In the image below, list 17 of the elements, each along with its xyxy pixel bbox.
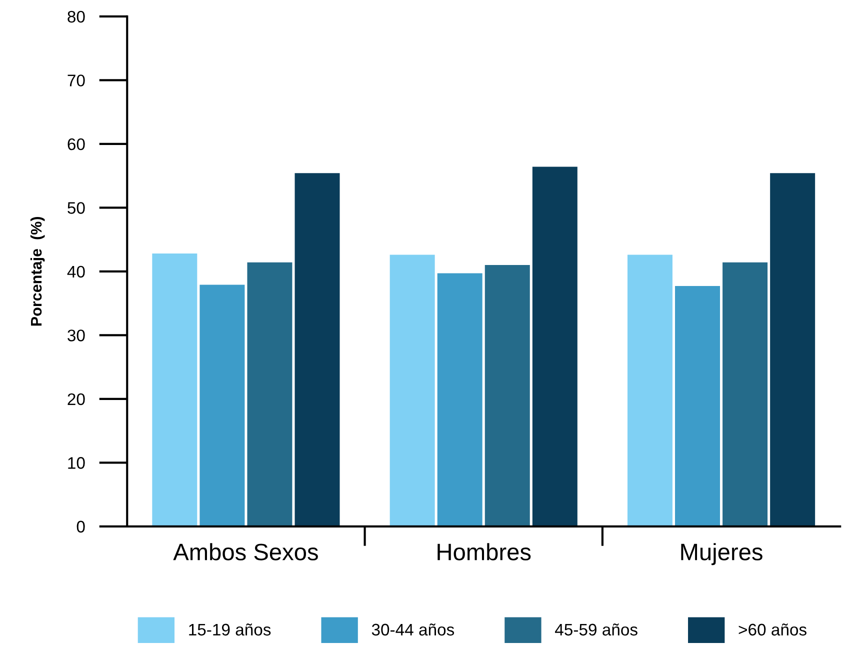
y-tick-label: 0	[76, 520, 85, 533]
y-tick-label: 40	[67, 266, 85, 278]
y-axis-title: Porcentaje (%)	[30, 217, 45, 326]
legend-label: 30-44 años	[372, 623, 454, 636]
legend-label: 45-59 años	[555, 623, 638, 636]
x-tick-label: Hombres	[438, 543, 531, 560]
y-tick-label: 30	[68, 330, 85, 342]
y-tick-label: 80	[68, 10, 85, 23]
legend-label: >60 años	[738, 623, 806, 636]
y-tick-label: 10	[68, 457, 85, 469]
y-tick-label: 60	[68, 138, 85, 150]
x-tick-label: Mujeres	[681, 543, 762, 566]
y-tick-label: 70	[68, 74, 85, 86]
y-tick-label: 50	[68, 202, 85, 214]
legend-label: 15-19 años	[189, 623, 271, 636]
y-tick-label: 20	[68, 393, 85, 406]
x-tick-label: Ambos Sexos	[173, 543, 318, 560]
